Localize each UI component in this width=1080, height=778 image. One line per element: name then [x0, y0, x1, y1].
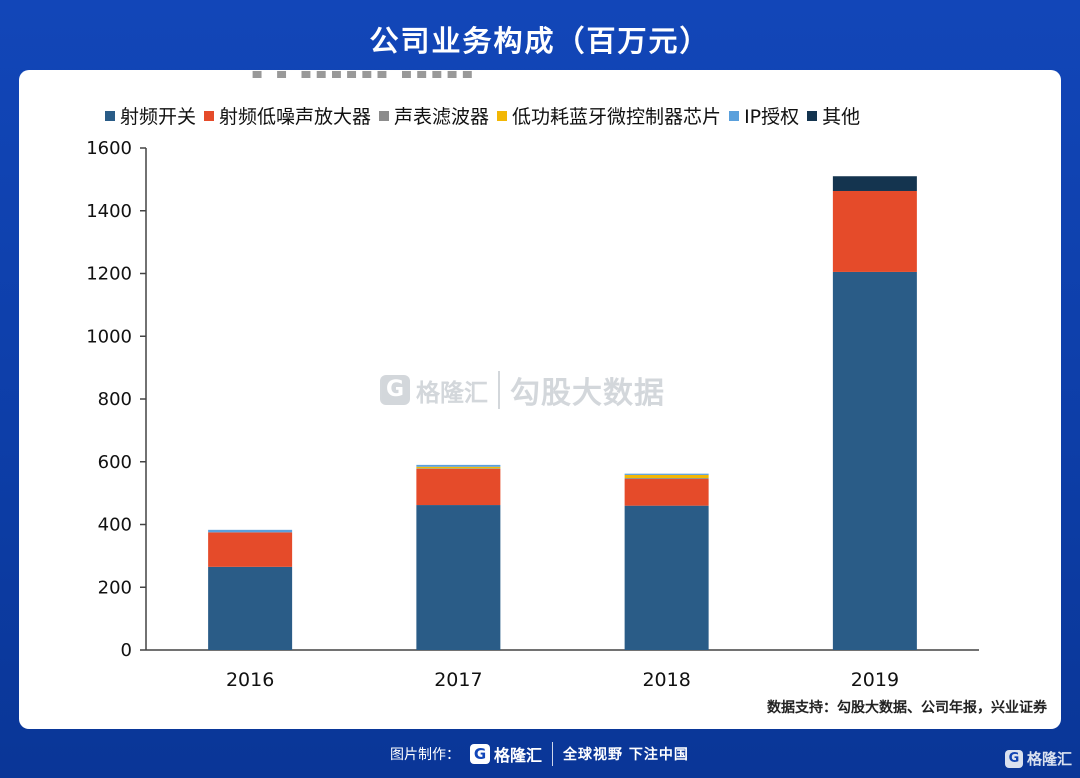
y-tick-label: 0: [121, 640, 132, 661]
y-tick-label: 1200: [86, 264, 132, 285]
legend-item: 其他: [807, 102, 860, 129]
legend-label: 声表滤波器: [394, 106, 490, 128]
y-tick-label: 1600: [86, 138, 132, 159]
legend-item: 低功耗蓝牙微控制器芯片: [497, 102, 721, 129]
legend-swatch: [105, 110, 115, 121]
legend-item: IP授权: [729, 102, 799, 129]
y-tick-label: 200: [98, 577, 132, 598]
watermark-text: 勾股大数据: [510, 376, 665, 411]
bar-segment: [624, 473, 709, 475]
legend-label: 低功耗蓝牙微控制器芯片: [512, 106, 722, 128]
watermark-divider: [498, 371, 500, 409]
y-tick-label: 1000: [86, 326, 132, 347]
y-axis: 0 200 400 600 800 1000 1200 1400 1600: [86, 138, 147, 661]
legend-swatch: [379, 110, 390, 121]
bar-segment: [208, 566, 293, 650]
x-axis: 2016 2017 2018 2019: [146, 649, 979, 691]
bar-segment: [624, 505, 709, 650]
corner-logo-brand: 格隆汇: [1026, 750, 1072, 768]
bar-segment: [208, 532, 293, 567]
legend-label: 其他: [822, 106, 861, 128]
bar-segment: [416, 466, 501, 469]
legend-swatch: [729, 110, 740, 121]
legend-item: 射频开关: [105, 102, 196, 129]
y-tick-label: 400: [98, 515, 132, 536]
x-tick-label: 2019: [851, 669, 899, 691]
data-source-note: 数据支持：勾股大数据、公司年报，兴业证券: [767, 700, 1047, 716]
page-title: 公司业务构成（百万元）: [369, 24, 711, 58]
footer-logo-icon: G: [470, 744, 490, 764]
bar-segment: [416, 468, 501, 506]
bar-segment: [624, 474, 709, 479]
legend-label: IP授权: [744, 106, 800, 128]
legend-swatch: [204, 110, 215, 121]
bar-segment: [832, 190, 917, 272]
legend-label: 射频低噪声放大器: [219, 106, 372, 128]
legend-swatch: [497, 110, 508, 121]
footer-brand: 格隆汇: [494, 746, 543, 765]
watermark: G 格隆汇 勾股大数据: [380, 368, 665, 412]
watermark-brand: 格隆汇: [416, 378, 488, 407]
footer-label: 图片制作：: [390, 747, 460, 763]
bar-segment: [208, 529, 293, 533]
bar-segment: [832, 176, 917, 191]
bar-segment: [624, 479, 709, 506]
bar-segment: [416, 505, 501, 650]
legend-swatch: [807, 110, 818, 121]
x-tick-label: 2017: [434, 669, 482, 691]
bar-segment: [624, 478, 709, 480]
clipped-chart-title: ▪ ▪ ▪▪▪▪▪▪ ▪▪▪▪▪: [251, 70, 476, 78]
y-tick-label: 800: [98, 389, 132, 410]
y-tick-label: 1400: [86, 201, 132, 222]
watermark-logo-icon: G: [380, 375, 410, 405]
corner-logo: G 格隆汇: [1004, 748, 1072, 769]
x-tick-label: 2016: [226, 669, 274, 691]
chart-legend: 射频开关 射频低噪声放大器 声表滤波器 低功耗蓝牙微控制器芯片 IP授权 其他: [105, 102, 868, 129]
footer-divider: [552, 742, 554, 766]
bar-segment: [832, 271, 917, 650]
footer-slogan: 全球视野 下注中国: [563, 747, 689, 763]
corner-logo-icon: G: [1004, 749, 1023, 768]
footer: 图片制作： G 格隆汇 全球视野 下注中国: [390, 742, 689, 766]
chart-card: ▪ ▪ ▪▪▪▪▪▪ ▪▪▪▪▪ 射频开关射频低噪声放大器声表滤波器低功耗蓝牙微…: [19, 70, 1061, 729]
legend-item: 声表滤波器: [379, 102, 489, 129]
bar-segment: [416, 468, 501, 469]
legend-label: 射频开关: [120, 106, 197, 128]
x-tick-label: 2018: [642, 669, 690, 691]
y-tick-label: 600: [98, 452, 132, 473]
bar-segment: [416, 464, 501, 467]
bar-group: [208, 176, 917, 650]
legend-item: 射频低噪声放大器: [204, 102, 371, 129]
